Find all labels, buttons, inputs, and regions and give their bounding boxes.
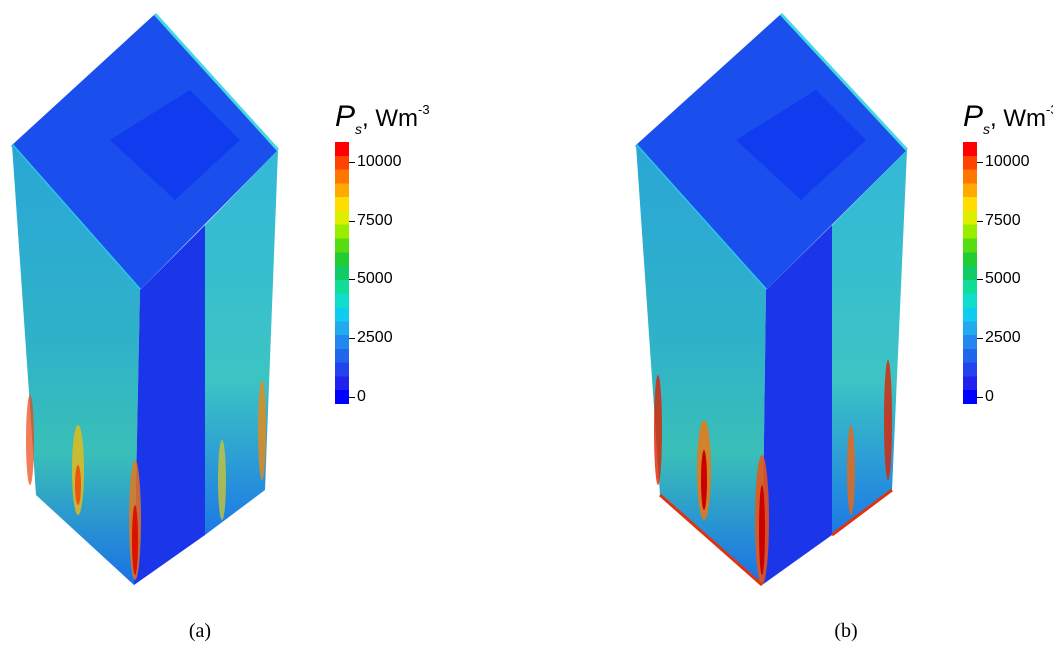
block-render-a [10,12,280,585]
tick-label: 10000 [357,153,402,170]
legend-subscript: s [355,121,363,137]
legend-title: Ps, Wm-3 [335,100,430,137]
colorbar [335,142,349,404]
legend-units: , Wm [990,105,1046,132]
legend-units: , Wm [362,105,418,132]
colorbar [963,142,977,404]
legend-exponent: -3 [418,102,430,117]
tick-label: 0 [357,388,366,405]
tick-label: 7500 [357,212,393,229]
caption-a: (a) [188,620,212,642]
tick-label: 2500 [985,329,1021,346]
tick-mark [349,397,355,398]
tick-label: 7500 [985,212,1021,229]
tick-mark [977,397,983,398]
legend-symbol: P [335,100,356,133]
tick-mark [977,162,983,163]
left-face [12,145,140,585]
tick-mark [977,338,983,339]
legend-b: Ps, Wm-3 10000 7500 5000 2500 0 [963,100,1053,420]
legend-title: Ps, Wm-3 [963,100,1053,137]
legend-exponent: -3 [1046,102,1053,117]
tick-mark [977,221,983,222]
legend-a: Ps, Wm-3 10000 7500 5000 2500 0 [335,100,455,420]
tick-label: 0 [985,388,994,405]
panel-a: Ps, Wm-3 10000 7500 5000 2500 0 (a) [0,0,526,648]
tick-mark [349,338,355,339]
left-face [636,145,766,585]
panel-b: Ps, Wm-3 10000 7500 5000 2500 0 (b) [526,0,1053,648]
tick-label: 5000 [985,270,1021,287]
tick-mark [349,279,355,280]
tick-label: 10000 [985,153,1030,170]
tick-label: 5000 [357,270,393,287]
legend-symbol: P [963,100,984,133]
caption-b: (b) [834,620,858,642]
block-render-b [634,12,909,587]
tick-mark [977,279,983,280]
tick-label: 2500 [357,329,393,346]
tick-mark [349,221,355,222]
tick-mark [349,162,355,163]
legend-subscript: s [983,121,991,137]
